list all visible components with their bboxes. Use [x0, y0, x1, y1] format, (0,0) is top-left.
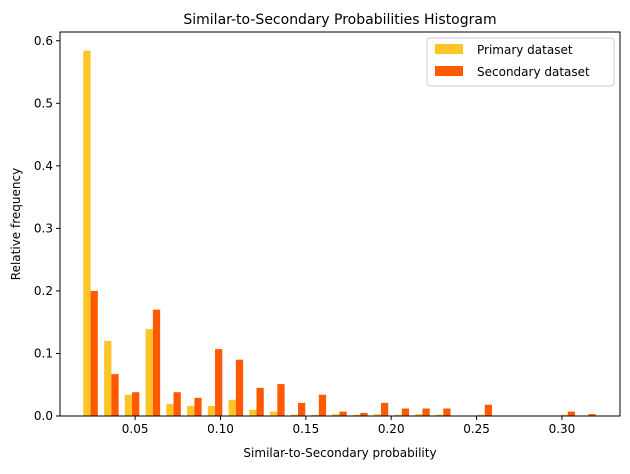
bar-secondary-15 — [401, 408, 410, 416]
legend: Primary dataset Secondary dataset — [426, 37, 615, 87]
legend-swatch-secondary — [435, 66, 463, 76]
x-axis-label: Similar-to-Secondary probability — [243, 446, 436, 460]
bar-primary-15 — [394, 414, 402, 416]
y-tick-label: 0.3 — [34, 221, 53, 235]
chart-title: Similar-to-Secondary Probabilities Histo… — [183, 12, 496, 28]
bar-primary-9 — [270, 411, 278, 416]
bar-primary-14 — [373, 414, 381, 416]
bar-secondary-16 — [422, 408, 430, 416]
bar-secondary-13 — [360, 412, 368, 416]
y-tick-label: 0.5 — [34, 96, 53, 110]
y-axis-label: Relative frequency — [9, 168, 23, 280]
bar-secondary-12 — [339, 411, 347, 416]
bar-secondary-24 — [588, 414, 596, 416]
legend-label-secondary: Secondary dataset — [477, 65, 590, 79]
x-tick-label: 0.10 — [207, 422, 234, 436]
bars-group — [83, 50, 596, 417]
bar-primary-16 — [415, 414, 423, 416]
x-tick-label: 0.15 — [292, 422, 319, 436]
legend-box — [426, 37, 615, 87]
bar-primary-7 — [228, 399, 236, 416]
legend-swatch-primary — [435, 44, 463, 54]
x-tick-label: 0.05 — [122, 422, 149, 436]
y-axis: 0.0 0.1 0.2 0.3 0.4 0.5 0.6 — [34, 34, 60, 423]
bar-primary-4 — [166, 404, 174, 416]
bar-secondary-9 — [277, 384, 285, 416]
x-axis: 0.05 0.10 0.15 0.20 0.25 0.30 — [122, 416, 576, 436]
plot-frame — [59, 31, 621, 417]
bar-secondary-11 — [318, 394, 327, 416]
bar-primary-0 — [83, 50, 91, 417]
bar-primary-1 — [104, 340, 112, 416]
bar-secondary-1 — [111, 374, 119, 416]
bar-secondary-10 — [298, 402, 306, 416]
bar-primary-6 — [207, 405, 216, 416]
legend-label-primary: Primary dataset — [477, 43, 573, 57]
bar-secondary-2 — [132, 392, 140, 416]
y-tick-label: 0.1 — [34, 346, 53, 360]
bar-primary-12 — [332, 414, 340, 416]
x-tick-label: 0.25 — [463, 422, 490, 436]
bar-secondary-23 — [567, 411, 576, 416]
x-tick-label: 0.30 — [549, 422, 576, 436]
bar-primary-11 — [311, 414, 319, 416]
bar-secondary-5 — [194, 397, 202, 416]
bar-secondary-19 — [484, 404, 493, 416]
bar-primary-19 — [477, 414, 485, 416]
bar-secondary-8 — [256, 387, 264, 416]
y-tick-label: 0.0 — [34, 409, 53, 423]
bar-secondary-0 — [90, 290, 98, 416]
bar-secondary-6 — [215, 349, 223, 416]
bar-secondary-3 — [152, 309, 161, 416]
bar-secondary-7 — [235, 359, 244, 416]
bar-primary-17 — [436, 414, 444, 416]
bar-primary-10 — [290, 414, 298, 416]
y-tick-label: 0.2 — [34, 284, 53, 298]
bar-secondary-14 — [380, 402, 389, 416]
bar-secondary-4 — [173, 392, 181, 416]
bar-primary-3 — [145, 329, 153, 416]
bar-secondary-17 — [443, 408, 451, 416]
bar-primary-2 — [124, 394, 133, 416]
bar-primary-8 — [249, 409, 257, 416]
y-tick-label: 0.6 — [34, 34, 53, 48]
y-tick-label: 0.4 — [34, 159, 53, 173]
bar-primary-13 — [353, 414, 361, 416]
x-tick-label: 0.20 — [378, 422, 405, 436]
bar-primary-5 — [187, 405, 195, 416]
bar-primary-23 — [560, 414, 568, 416]
